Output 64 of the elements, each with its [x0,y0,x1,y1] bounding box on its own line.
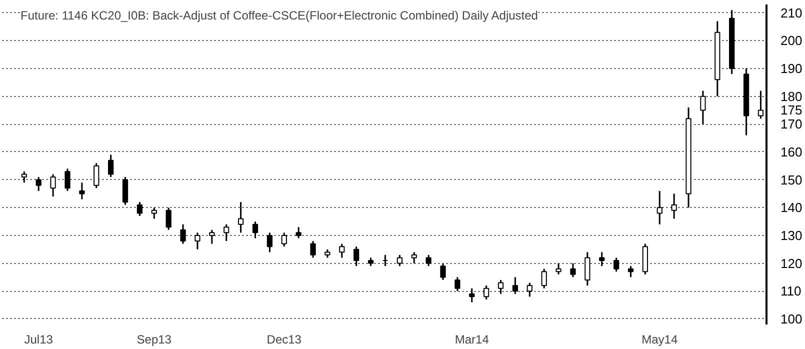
candlestick [570,262,576,278]
candlestick [64,168,70,192]
candlestick [36,176,42,192]
candlestick [584,251,590,286]
candlestick [382,254,388,267]
candlestick [671,192,677,220]
candlestick [194,232,200,250]
candlestick [180,224,186,245]
candlestick [238,201,244,234]
candlestick [599,251,605,267]
candlestick [339,243,345,258]
y-tick-label: 210 [780,5,802,20]
y-tick-label: 100 [780,311,802,326]
candlestick [354,246,360,267]
candlestick [426,254,432,267]
chart-title: Future: 1146 KC20_I0B: Back-Adjust of Coffee-CSCE(Floor+Electronic Combined) Daily Adjusted [20,8,538,22]
candlestick [310,240,316,258]
candlestick [628,265,634,278]
candlestick [79,182,85,200]
y-tick-label: 120 [780,256,802,271]
y-tick-label: 200 [780,33,802,48]
y-tick-label: 160 [780,144,802,160]
candlestick [281,232,287,248]
candlestick [209,229,215,245]
candlestick [122,176,128,206]
candlestick [50,173,56,198]
x-tick-label: Dec13 [266,332,302,346]
candlestick [512,276,518,295]
y-tick-label: 170 [780,116,802,132]
x-tick-label: May14 [642,332,678,346]
candlestick [21,170,27,184]
candlestick [108,154,114,178]
candlestick [151,206,157,220]
candlestick [454,276,460,292]
x-tick-label: Sep13 [136,332,172,346]
candlestick [266,232,272,253]
candlestick [700,90,706,125]
y-tick-label: 150 [780,172,802,188]
candlestick [758,90,764,120]
candlestick [656,190,662,226]
candlestick [526,282,532,298]
x-tick-label: Mar14 [454,332,490,346]
candlestick [484,284,490,300]
y-tick-label: 180 [780,88,802,104]
x-tick-label: Jul13 [24,332,54,346]
y-tick-label: 140 [780,200,802,216]
candlestick [556,262,562,276]
candlestick [440,262,446,281]
y-tick-label: 130 [780,228,802,243]
candlestick [396,254,402,267]
candlestick [469,288,475,303]
y-tick-label: 175 [780,102,802,118]
candlestick [541,268,547,290]
candlestick [252,220,258,239]
candlestick [613,256,620,272]
candlestick [136,201,143,217]
y-tick-label: 110 [780,284,802,299]
y-tick-label: 190 [780,61,802,76]
candlestick [296,226,302,239]
candlestick [166,206,172,231]
candlestick [498,279,504,295]
candlestick [94,162,100,189]
candlestick [411,251,417,264]
candlestick [224,224,230,242]
